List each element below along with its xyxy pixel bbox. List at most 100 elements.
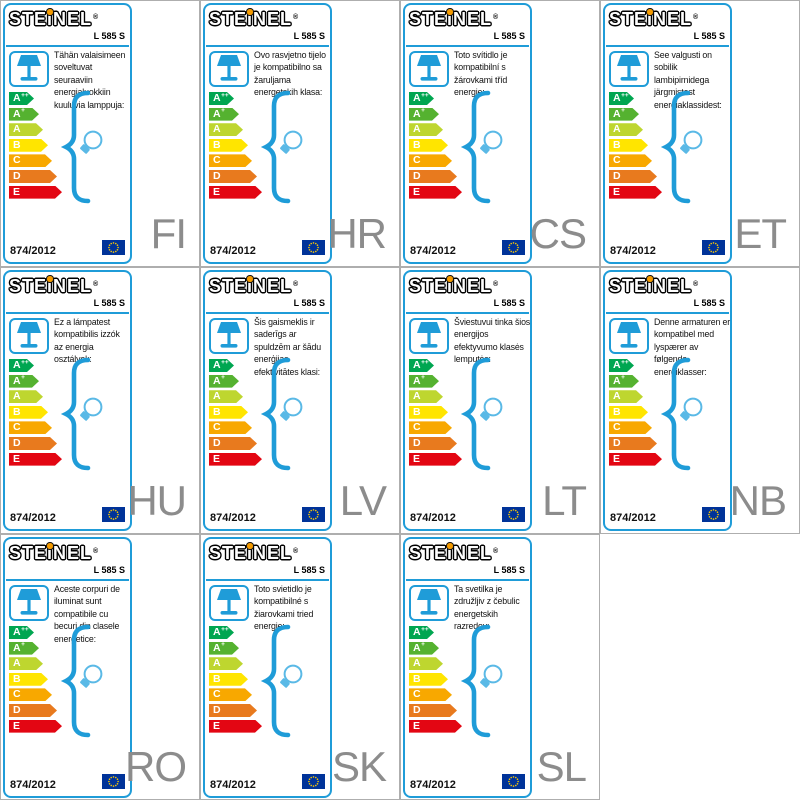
- energy-class-arrow-a: A: [209, 123, 243, 136]
- steinel-logo: STEiNEL®: [409, 543, 499, 564]
- energy-class-arrow-b: B: [409, 673, 448, 686]
- brace-and-bulb-icon: [260, 90, 303, 204]
- energy-class-arrows: A ++ A + A B C D E: [9, 626, 62, 735]
- energy-class-arrows: A ++ A + A B C D E: [609, 359, 662, 468]
- energy-class-arrow-a-plus-plus: A ++: [209, 92, 234, 105]
- energy-class-arrows: A ++ A + A B C D E: [409, 359, 462, 468]
- energy-label-card: STEiNEL® L 585 S Šis gaismeklis ir sader…: [203, 270, 332, 531]
- eu-flag-icon: [702, 240, 725, 255]
- logo-i-dot-icon: [47, 543, 53, 549]
- energy-class-arrow-a: A: [409, 123, 443, 136]
- energy-class-arrow-b: B: [9, 139, 48, 152]
- language-code: SL: [536, 743, 587, 790]
- language-code: LT: [542, 477, 587, 524]
- energy-class-arrow-a-plus: A +: [9, 642, 39, 655]
- energy-class-arrow-c: C: [609, 421, 652, 434]
- model-number: L 585 S: [293, 298, 325, 308]
- registered-mark: ®: [93, 14, 100, 21]
- energy-class-arrow-a-plus-plus: A ++: [9, 92, 34, 105]
- header-divider: [6, 579, 129, 581]
- energy-class-arrow-a-plus-plus: A ++: [609, 359, 634, 372]
- energy-class-arrow-a: A: [9, 390, 43, 403]
- energy-class-arrow-a-plus: A +: [9, 375, 39, 388]
- regulation-number: 874/2012: [410, 512, 456, 524]
- regulation-number: 874/2012: [10, 245, 56, 257]
- logo-i-dot-icon: [647, 276, 653, 282]
- energy-label-card: STEiNEL® L 585 S Ovo rasvjetno tijelo je…: [203, 3, 332, 264]
- energy-class-arrow-a-plus: A +: [209, 108, 239, 121]
- logo-i-dot-icon: [247, 276, 253, 282]
- energy-class-arrow-b: B: [209, 673, 248, 686]
- table-lamp-icon: [609, 51, 649, 87]
- language-code: NB: [729, 477, 787, 524]
- header-divider: [406, 45, 529, 47]
- energy-class-arrow-a: A: [409, 657, 443, 670]
- compatibility-text: Šis gaismeklis ir saderīgs ar spuldzēm a…: [254, 317, 322, 377]
- energy-class-arrow-e: E: [409, 720, 462, 733]
- energy-class-arrow-a-plus-plus: A ++: [409, 359, 434, 372]
- energy-class-arrow-a-plus: A +: [409, 642, 439, 655]
- compatibility-text: Ta svetilka je združljiv z čebulic energ…: [454, 584, 520, 632]
- brace-and-bulb-icon: [60, 357, 103, 471]
- regulation-number: 874/2012: [10, 779, 56, 791]
- header-divider: [6, 312, 129, 314]
- logo-i-dot-icon: [47, 9, 53, 15]
- steinel-logo: STEiNEL®: [609, 9, 699, 30]
- logo-i-dot-icon: [247, 543, 253, 549]
- brand-text: STEiNEL: [409, 9, 493, 29]
- logo-i-dot-icon: [447, 543, 453, 549]
- table-lamp-icon: [9, 585, 49, 621]
- energy-class-arrow-d: D: [209, 704, 257, 717]
- registered-mark: ®: [693, 281, 700, 288]
- energy-class-arrow-e: E: [409, 186, 462, 199]
- logo-row: STEiNEL®: [9, 9, 99, 30]
- energy-class-arrow-e: E: [609, 186, 662, 199]
- energy-label-card: STEiNEL® L 585 S Toto svietidlo je kompa…: [203, 537, 332, 798]
- energy-class-arrow-a-plus-plus: A ++: [9, 359, 34, 372]
- logo-row: STEiNEL®: [609, 9, 699, 30]
- header-divider: [206, 579, 329, 581]
- energy-class-arrow-a: A: [609, 390, 643, 403]
- brace-and-bulb-icon: [460, 357, 503, 471]
- energy-class-arrow-c: C: [209, 154, 252, 167]
- logo-row: STEiNEL®: [409, 9, 499, 30]
- model-number: L 585 S: [93, 565, 125, 575]
- regulation-number: 874/2012: [210, 245, 256, 257]
- logo-row: STEiNEL®: [209, 276, 299, 297]
- language-code: FI: [150, 210, 187, 257]
- steinel-logo: STEiNEL®: [9, 276, 99, 297]
- table-lamp-icon: [409, 318, 449, 354]
- steinel-logo: STEiNEL®: [9, 9, 99, 30]
- logo-i-dot-icon: [247, 9, 253, 15]
- energy-class-arrow-a-plus-plus: A ++: [209, 626, 234, 639]
- eu-flag-icon: [502, 240, 525, 255]
- regulation-number: 874/2012: [210, 512, 256, 524]
- steinel-logo: STEiNEL®: [9, 543, 99, 564]
- regulation-number: 874/2012: [210, 779, 256, 791]
- brace-and-bulb-icon: [260, 624, 303, 738]
- eu-flag-icon: [302, 507, 325, 522]
- energy-label-card: STEiNEL® L 585 S See valgusti on sobilik…: [603, 3, 732, 264]
- brand-text: STEiNEL: [9, 543, 93, 563]
- energy-class-arrow-a-plus-plus: A ++: [409, 626, 434, 639]
- label-cell: STEiNEL® L 585 S Aceste corpuri de ilumi…: [0, 534, 200, 800]
- energy-class-arrow-c: C: [409, 688, 452, 701]
- regulation-number: 874/2012: [10, 512, 56, 524]
- eu-flag-icon: [302, 774, 325, 789]
- model-number: L 585 S: [293, 31, 325, 41]
- energy-class-arrow-c: C: [609, 154, 652, 167]
- energy-class-arrow-e: E: [9, 186, 62, 199]
- energy-class-arrow-b: B: [409, 406, 448, 419]
- energy-class-arrow-a: A: [9, 657, 43, 670]
- energy-label-card: STEiNEL® L 585 S Denne armaturen er komp…: [603, 270, 732, 531]
- energy-class-arrow-b: B: [9, 406, 48, 419]
- header-divider: [206, 45, 329, 47]
- brace-and-bulb-icon: [260, 357, 303, 471]
- table-lamp-icon: [409, 585, 449, 621]
- logo-row: STEiNEL®: [9, 543, 99, 564]
- energy-label-card: STEiNEL® L 585 S Ta svetilka je združlji…: [403, 537, 532, 798]
- brand-text: STEiNEL: [9, 9, 93, 29]
- compatibility-text: Toto svítidlo je kompatibilní s žárovkam…: [454, 50, 508, 98]
- energy-class-arrows: A ++ A + A B C D E: [209, 359, 262, 468]
- energy-label-card: STEiNEL® L 585 S Aceste corpuri de ilumi…: [3, 537, 132, 798]
